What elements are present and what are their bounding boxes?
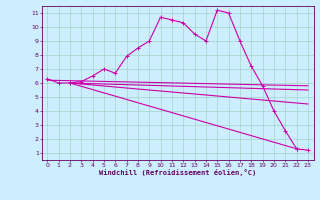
X-axis label: Windchill (Refroidissement éolien,°C): Windchill (Refroidissement éolien,°C) [99,169,256,176]
